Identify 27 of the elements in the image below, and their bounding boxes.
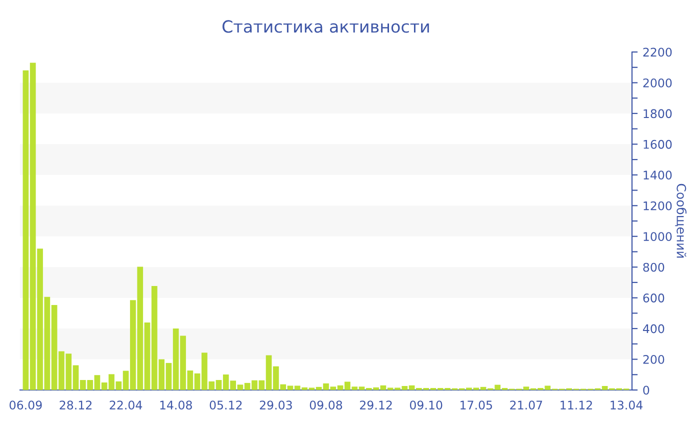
y-tick-label: 1600 bbox=[644, 140, 672, 149]
y-tick-label: 1400 bbox=[644, 170, 672, 180]
y-tick-label: 600 bbox=[643, 294, 664, 302]
x-tick-label: 11.12 bbox=[560, 400, 592, 410]
x-tick-label: 28.12 bbox=[60, 400, 92, 410]
y-tick-label: 400 bbox=[642, 324, 664, 334]
x-tick-label: 05.12 bbox=[210, 400, 242, 410]
y-tick-label: 800 bbox=[643, 262, 664, 272]
x-tick-label: 14.08 bbox=[160, 400, 192, 410]
y-tick-label: 1800 bbox=[644, 109, 672, 118]
y-axis-title: Сообщений bbox=[675, 184, 687, 258]
x-tick-label: 09.10 bbox=[410, 400, 442, 410]
x-tick-label: 17.05 bbox=[460, 400, 492, 410]
x-tick-label: 09.08 bbox=[310, 400, 342, 410]
x-tick-label: 22.04 bbox=[110, 400, 142, 410]
chart-title: Статистика активности bbox=[222, 20, 429, 33]
x-tick-label: 21.07 bbox=[510, 400, 542, 410]
y-tick-label: 1200 bbox=[644, 201, 672, 210]
x-tick-label: 13.04 bbox=[610, 400, 643, 410]
x-tick-label: 29.03 bbox=[260, 400, 292, 410]
y-tick-label: 200 bbox=[643, 354, 664, 364]
x-tick-label: 29.12 bbox=[360, 400, 392, 410]
y-tick-label: 0 bbox=[643, 386, 650, 395]
y-tick-label: 1000 bbox=[644, 232, 672, 242]
x-tick-label: 06.09 bbox=[10, 400, 42, 410]
y-tick-label: 2000 bbox=[643, 78, 672, 88]
y-tick-label: 2200 bbox=[643, 48, 672, 57]
